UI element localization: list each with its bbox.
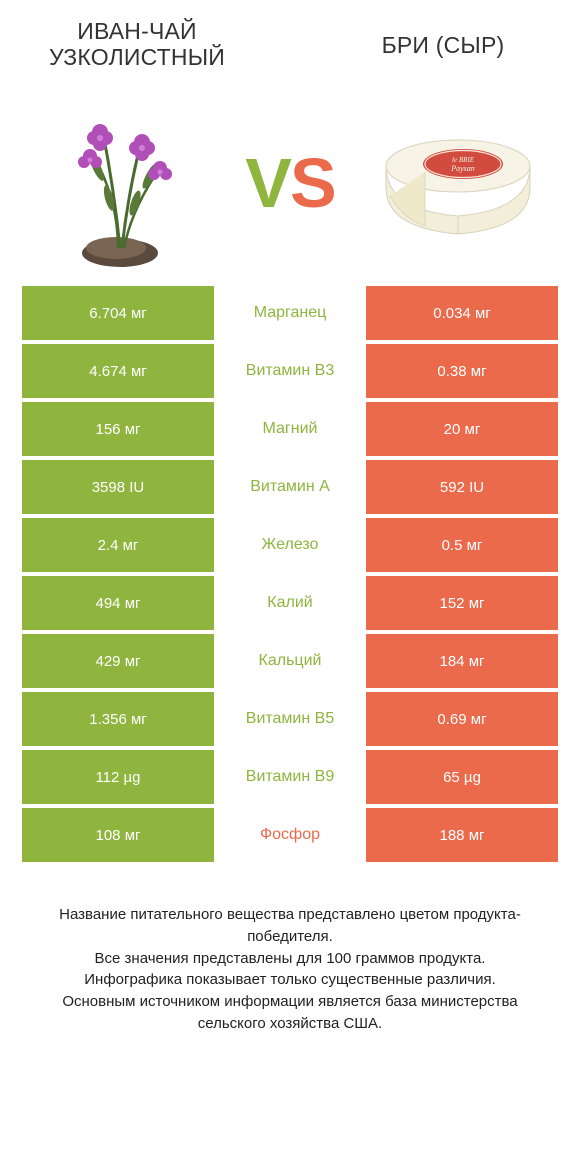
left-value: 1.356 мг bbox=[22, 692, 214, 746]
table-row: 6.704 мгМарганец0.034 мг bbox=[22, 286, 558, 340]
vs-s: S bbox=[290, 144, 335, 222]
right-value: 0.034 мг bbox=[366, 286, 558, 340]
footer-notes: Название питательного вещества представл… bbox=[22, 904, 558, 1035]
table-row: 112 µgВитамин B965 µg bbox=[22, 750, 558, 804]
right-value: 65 µg bbox=[366, 750, 558, 804]
table-row: 2.4 мгЖелезо0.5 мг bbox=[22, 518, 558, 572]
right-value: 20 мг bbox=[366, 402, 558, 456]
vs-v: V bbox=[245, 144, 290, 222]
footer-line: Название питательного вещества представл… bbox=[28, 904, 552, 948]
right-value: 152 мг bbox=[366, 576, 558, 630]
right-value: 592 IU bbox=[366, 460, 558, 514]
table-row: 4.674 мгВитамин B30.38 мг bbox=[22, 344, 558, 398]
left-value: 2.4 мг bbox=[22, 518, 214, 572]
images-row: VS le BRIE Paysan bbox=[22, 88, 558, 278]
left-product-image bbox=[32, 98, 212, 268]
footer-line: Инфографика показывает только существенн… bbox=[28, 969, 552, 991]
footer-line: Все значения представлены для 100 граммо… bbox=[28, 948, 552, 970]
left-product-title: ИВАН-ЧАЙ УЗКОЛИСТНЫЙ bbox=[22, 18, 252, 71]
right-value: 0.69 мг bbox=[366, 692, 558, 746]
nutrient-label: Железо bbox=[214, 518, 366, 572]
left-value: 6.704 мг bbox=[22, 286, 214, 340]
comparison-table: 6.704 мгМарганец0.034 мг4.674 мгВитамин … bbox=[22, 286, 558, 862]
vs-label: VS bbox=[245, 143, 334, 223]
right-product-title: БРИ (СЫР) bbox=[328, 32, 558, 58]
left-value: 494 мг bbox=[22, 576, 214, 630]
right-value: 188 мг bbox=[366, 808, 558, 862]
left-value: 3598 IU bbox=[22, 460, 214, 514]
right-value: 0.5 мг bbox=[366, 518, 558, 572]
table-row: 494 мгКалий152 мг bbox=[22, 576, 558, 630]
plant-icon bbox=[42, 98, 202, 268]
left-value: 112 µg bbox=[22, 750, 214, 804]
right-value: 184 мг bbox=[366, 634, 558, 688]
svg-text:le BRIE: le BRIE bbox=[452, 156, 475, 164]
footer-line: Основным источником информации является … bbox=[28, 991, 552, 1035]
left-value: 429 мг bbox=[22, 634, 214, 688]
nutrient-label: Витамин B5 bbox=[214, 692, 366, 746]
svg-text:Paysan: Paysan bbox=[450, 164, 475, 173]
left-value: 156 мг bbox=[22, 402, 214, 456]
nutrient-label: Витамин B3 bbox=[214, 344, 366, 398]
cheese-icon: le BRIE Paysan bbox=[373, 118, 543, 248]
nutrient-label: Витамин B9 bbox=[214, 750, 366, 804]
nutrient-label: Кальций bbox=[214, 634, 366, 688]
infographic-container: ИВАН-ЧАЙ УЗКОЛИСТНЫЙ БРИ (СЫР) bbox=[0, 0, 580, 1174]
table-row: 3598 IUВитамин A592 IU bbox=[22, 460, 558, 514]
table-row: 156 мгМагний20 мг bbox=[22, 402, 558, 456]
nutrient-label: Калий bbox=[214, 576, 366, 630]
table-row: 429 мгКальций184 мг bbox=[22, 634, 558, 688]
left-value: 108 мг bbox=[22, 808, 214, 862]
nutrient-label: Магний bbox=[214, 402, 366, 456]
nutrient-label: Витамин A bbox=[214, 460, 366, 514]
right-product-image: le BRIE Paysan bbox=[368, 98, 548, 268]
table-row: 108 мгФосфор188 мг bbox=[22, 808, 558, 862]
nutrient-label: Марганец bbox=[214, 286, 366, 340]
header: ИВАН-ЧАЙ УЗКОЛИСТНЫЙ БРИ (СЫР) bbox=[22, 18, 558, 88]
left-value: 4.674 мг bbox=[22, 344, 214, 398]
nutrient-label: Фосфор bbox=[214, 808, 366, 862]
table-row: 1.356 мгВитамин B50.69 мг bbox=[22, 692, 558, 746]
right-value: 0.38 мг bbox=[366, 344, 558, 398]
